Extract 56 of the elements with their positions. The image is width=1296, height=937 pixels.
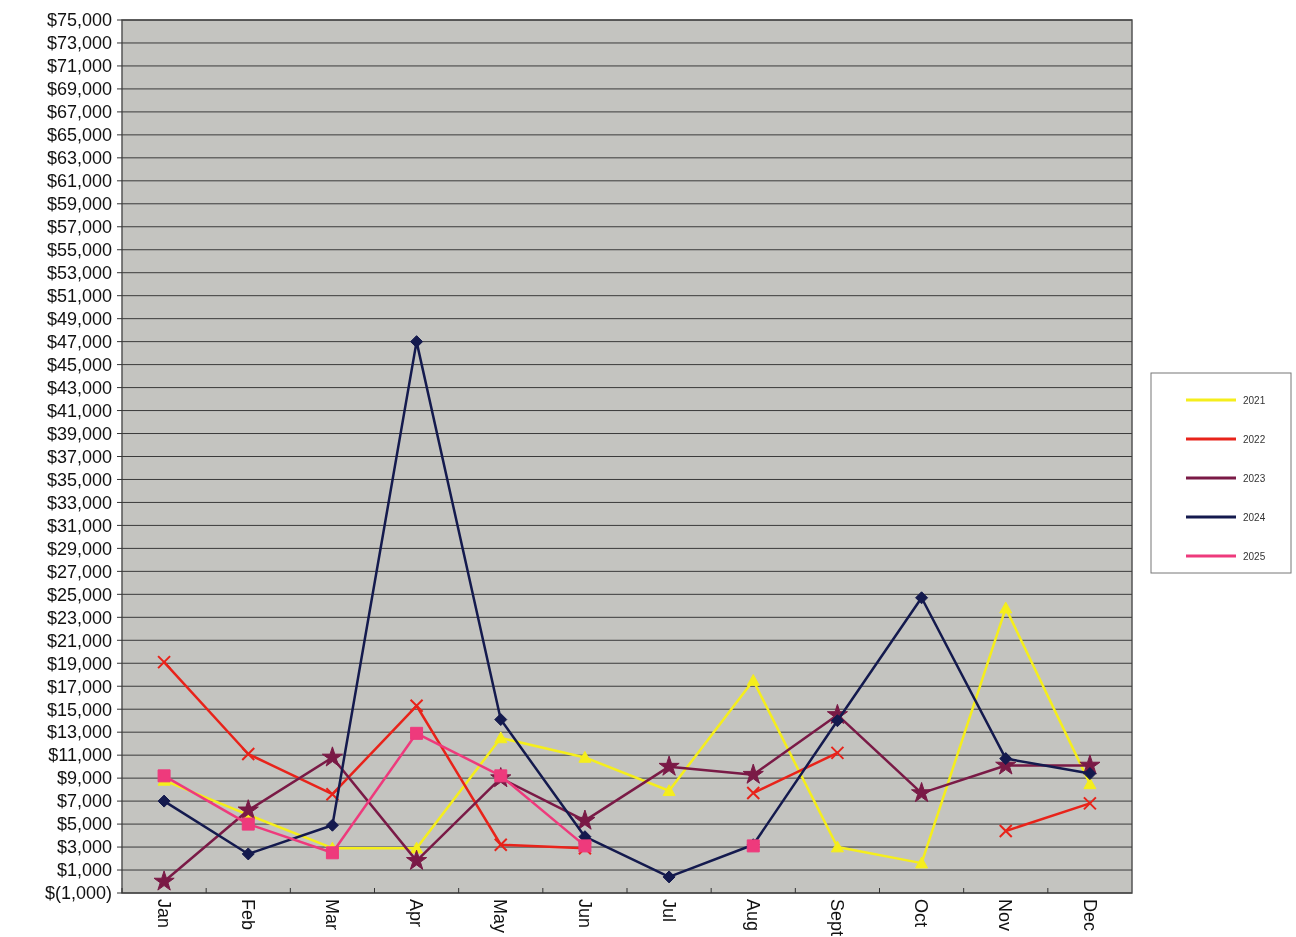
y-tick-label: $73,000 (46, 33, 112, 54)
y-tick-label: $17,000 (46, 676, 112, 697)
y-tick-label: $65,000 (46, 125, 112, 146)
y-tick-label: $49,000 (46, 308, 112, 329)
x-tick-label: May (490, 899, 511, 934)
y-tick-label: $21,000 (46, 630, 112, 651)
legend-label: 2021 (1243, 394, 1266, 406)
y-tick-label: $39,000 (46, 423, 112, 444)
legend-label: 2025 (1243, 550, 1266, 562)
x-tick-label: Sept (827, 899, 848, 937)
x-tick-label: Jun (574, 899, 595, 929)
y-tick-label: $71,000 (46, 56, 112, 77)
y-tick-label: $29,000 (46, 538, 112, 559)
y-tick-label: $25,000 (46, 584, 112, 605)
y-tick-label: $43,000 (46, 377, 112, 398)
y-tick-label: $57,000 (46, 217, 112, 238)
y-tick-label: $27,000 (46, 561, 112, 582)
y-tick-label: $7,000 (56, 791, 112, 812)
y-tick-label: $35,000 (46, 469, 112, 490)
legend-label: 2023 (1243, 472, 1266, 484)
y-tick-label: $31,000 (46, 515, 112, 536)
y-tick-label: $11,000 (48, 745, 112, 766)
y-tick-label: $45,000 (46, 354, 112, 375)
x-tick-label: Mar (322, 899, 343, 930)
y-tick-label: $1,000 (56, 860, 112, 881)
y-tick-label: $69,000 (46, 79, 112, 100)
x-tick-label: Jan (153, 899, 174, 929)
x-tick-label: Jul (658, 899, 679, 923)
y-tick-label: $55,000 (46, 240, 112, 261)
x-tick-label: Nov (995, 899, 1016, 932)
y-tick-label: $61,000 (46, 171, 112, 192)
x-tick-label: Apr (406, 899, 427, 928)
x-tick-label: Oct (911, 899, 932, 928)
y-tick-label: $67,000 (46, 102, 112, 123)
legend-label: 2022 (1243, 433, 1266, 445)
x-tick-label: Feb (237, 899, 258, 931)
y-tick-label: $3,000 (56, 837, 112, 858)
x-tick-label: Dec (1079, 899, 1100, 932)
y-tick-label: $5,000 (56, 814, 112, 835)
y-tick-label: $59,000 (46, 194, 112, 215)
y-tick-label: $53,000 (46, 263, 112, 284)
y-tick-label: $41,000 (46, 400, 112, 421)
y-tick-label: $47,000 (46, 331, 112, 352)
y-tick-label: $15,000 (46, 699, 112, 720)
y-tick-label: $51,000 (46, 285, 112, 306)
y-tick-label: $23,000 (46, 607, 112, 628)
legend-label: 2024 (1243, 511, 1266, 523)
y-tick-label: $37,000 (46, 446, 112, 467)
y-tick-label: $9,000 (56, 768, 112, 789)
x-tick-label: Aug (742, 899, 763, 932)
y-tick-label: $75,000 (46, 10, 112, 31)
y-tick-label: $63,000 (46, 148, 112, 169)
y-tick-label: $13,000 (46, 722, 112, 743)
y-tick-label: $19,000 (46, 653, 112, 674)
y-tick-label: $(1,000) (44, 883, 112, 904)
y-tick-label: $33,000 (46, 492, 112, 513)
